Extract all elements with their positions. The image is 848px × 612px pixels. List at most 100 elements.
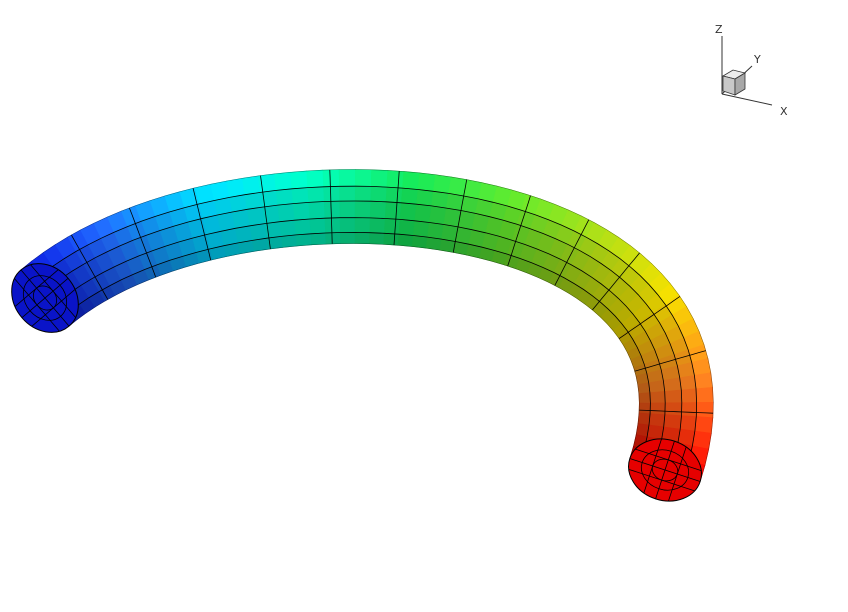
tube-surface-segment xyxy=(307,186,325,203)
mesh-ring-line xyxy=(618,296,681,339)
tube-surface-segment xyxy=(306,169,324,188)
tube-surface-segment xyxy=(246,206,266,227)
tube-surface-segment xyxy=(249,223,268,241)
tube-surface-segment xyxy=(638,392,651,404)
tube-surface-segment xyxy=(384,218,401,235)
tube-surface-segment xyxy=(649,402,666,415)
tube-surface-segment xyxy=(638,402,651,415)
tube-surface-segment xyxy=(369,232,385,245)
tube-surface-segment xyxy=(411,235,428,249)
tube-surface-segment xyxy=(354,185,372,202)
tube-surface-segment xyxy=(339,217,356,233)
mesh-ring-line xyxy=(592,252,640,311)
tube-end-cap-start xyxy=(11,263,79,333)
tube-surface-segment xyxy=(234,225,253,244)
mesh-ring-line xyxy=(260,175,271,249)
tube-surface-segment xyxy=(279,219,297,237)
tube-surface-segment xyxy=(681,402,697,417)
tube-surface-segment xyxy=(664,402,683,416)
tube-surface-segment xyxy=(431,190,449,209)
tube-surface-segment xyxy=(385,186,403,204)
tube-surface-segment xyxy=(695,387,714,403)
tube-surface-segment xyxy=(295,233,312,247)
tube-end-cap-finish xyxy=(628,438,702,502)
tube-surface-segment xyxy=(309,217,326,235)
tube-surface-segment xyxy=(399,202,417,222)
orientation-cube-icon xyxy=(721,69,747,96)
tube-surface-segment xyxy=(427,222,445,240)
tube-surface-segment xyxy=(338,169,356,187)
tube-end-caps xyxy=(11,263,702,502)
tube-surface-segment xyxy=(370,186,388,203)
mesh-ring-line xyxy=(192,188,212,261)
mesh-ring-line xyxy=(129,207,157,278)
tube-surface-segment xyxy=(325,232,341,245)
tube-surface-segment xyxy=(339,200,356,219)
tube-surface-segment xyxy=(322,169,340,188)
tube-surface-segment xyxy=(369,200,387,219)
tube-surface-segment xyxy=(429,205,447,225)
tube-surface-segment xyxy=(294,218,312,236)
mesh-ring-line xyxy=(452,179,468,253)
tube-surface-segment xyxy=(291,187,310,204)
tube-surface-segment xyxy=(695,402,714,418)
mesh-ring-line xyxy=(639,409,714,414)
tube-surface-segment xyxy=(290,170,309,190)
mesh-ring-line xyxy=(554,219,590,286)
tube-surface-segment xyxy=(637,382,651,394)
tube-surface-segment xyxy=(241,175,261,196)
tube-surface-segment xyxy=(648,413,666,428)
tube-surface-segment xyxy=(694,372,713,390)
tube-surface-segment xyxy=(694,416,714,434)
tube-surface-segment xyxy=(414,203,432,223)
tube-surface-segment xyxy=(679,375,697,391)
tube-surface-segment xyxy=(649,391,666,404)
orientation-axes-triad: Z Y X xyxy=(715,23,788,118)
tube-surface-segment xyxy=(277,203,296,223)
tube-surface-segment xyxy=(416,189,434,207)
tube-surface-segment xyxy=(308,201,326,220)
tube-surface-segment xyxy=(663,414,682,430)
mesh-ring-line xyxy=(393,171,400,246)
tube-surface-segment xyxy=(231,208,251,229)
tube-surface-segment xyxy=(354,169,372,187)
tube-surface-segment xyxy=(648,380,665,393)
mesh-ring-line xyxy=(507,195,531,267)
tube-surface-segment xyxy=(275,188,294,206)
tube-surface-segment xyxy=(354,232,371,245)
x-axis-line xyxy=(721,93,773,106)
mesh-gridlines xyxy=(20,169,714,482)
x-axis-label: X xyxy=(780,105,788,118)
tube-surface-segment xyxy=(323,185,341,202)
tube-surface-segment xyxy=(397,233,414,247)
tube-surface-segment xyxy=(370,169,389,188)
tube-surface-segment xyxy=(412,220,430,238)
tube-surface-segment xyxy=(664,389,683,404)
tube-surface-segment xyxy=(324,217,341,234)
tube-surface-segment xyxy=(340,232,356,244)
tube-surface-segment xyxy=(292,202,311,221)
tube-surface-segment xyxy=(417,172,436,192)
tube-surface-segment xyxy=(310,232,327,246)
tube-surface-segment xyxy=(369,217,386,234)
tube-surface-segment xyxy=(386,170,405,189)
mesh-ring-line xyxy=(71,234,109,300)
tube-surface-segment xyxy=(226,177,246,198)
tube-surface-segment xyxy=(354,217,371,233)
y-axis-label: Y xyxy=(753,53,761,66)
tube-surface-segment xyxy=(323,200,341,219)
mesh-ring-line xyxy=(634,350,706,372)
tube-surface-segment xyxy=(339,185,356,202)
tube-surface-segment xyxy=(398,219,416,236)
tube-surface-segment xyxy=(273,171,293,191)
tube-surface-segment xyxy=(244,192,263,210)
tube-surface-segment xyxy=(433,174,452,194)
tube-surface-segment xyxy=(662,377,682,392)
mesh-ring-line xyxy=(329,169,333,244)
tube-surface-segment xyxy=(679,415,697,432)
tube-surface-segment xyxy=(637,412,651,426)
tube-surface-segment xyxy=(680,388,697,403)
tube-surface-segment xyxy=(401,187,419,205)
tube-surface-segment xyxy=(281,234,298,248)
